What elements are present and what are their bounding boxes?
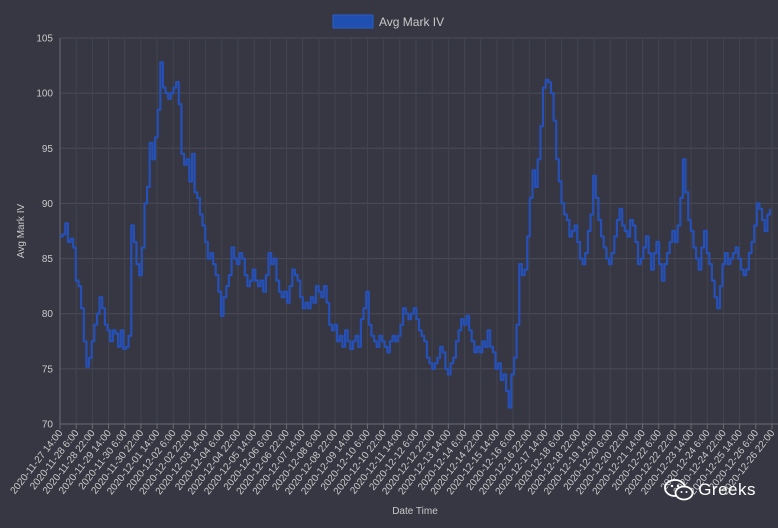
y-tick-label: 105 [36, 34, 53, 45]
y-tick-label: 70 [42, 420, 54, 431]
series-line [60, 62, 770, 407]
series-avg-mark-iv [60, 62, 770, 407]
legend[interactable]: Avg Mark IV [333, 15, 444, 29]
legend-swatch[interactable] [333, 15, 373, 28]
wechat-icon [664, 479, 694, 501]
watermark-text: Greeks [698, 480, 756, 500]
y-axis-ticks: 70 75 80 85 90 95 100 105 [36, 34, 53, 431]
watermark: Greeks [664, 479, 756, 501]
y-tick-label: 90 [42, 199, 54, 210]
y-tick-label: 80 [42, 309, 54, 320]
y-tick-label: 95 [42, 144, 54, 155]
y-tick-label: 85 [42, 254, 54, 265]
x-axis-title: Date Time [392, 506, 438, 517]
y-tick-label: 75 [42, 364, 54, 375]
y-tick-label: 100 [36, 89, 53, 100]
y-axis-title: Avg Mark IV [16, 204, 27, 259]
legend-label[interactable]: Avg Mark IV [379, 15, 444, 29]
